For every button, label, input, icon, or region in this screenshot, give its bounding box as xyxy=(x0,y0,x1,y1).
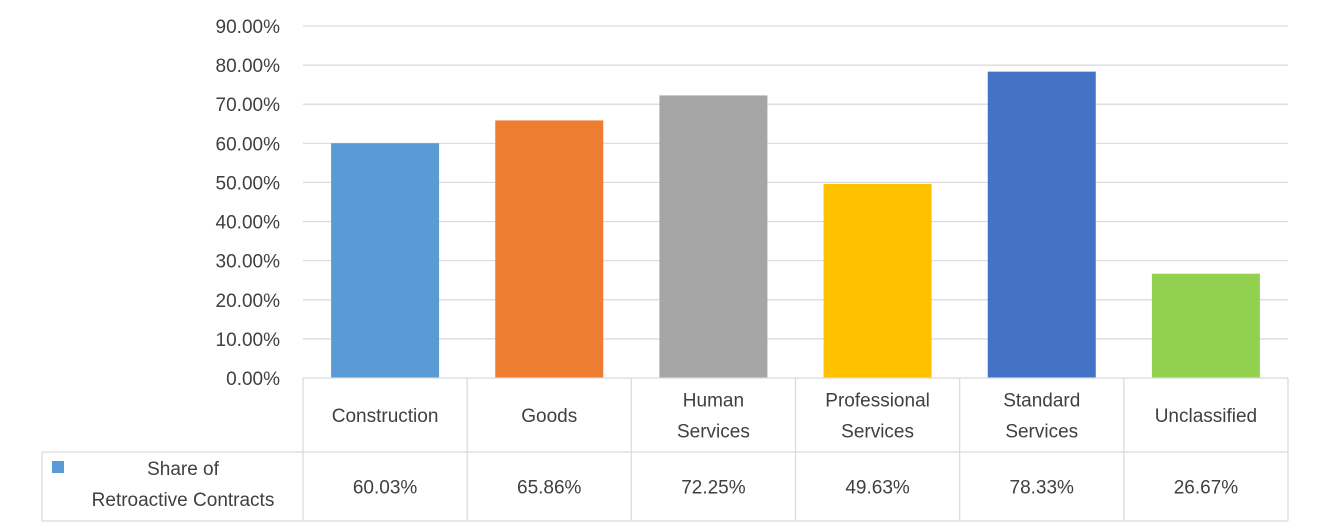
category-label: Unclassified xyxy=(1155,406,1257,427)
bar xyxy=(1151,273,1260,378)
value-label: 26.67% xyxy=(1174,478,1239,499)
value-label: 60.03% xyxy=(353,478,418,499)
category-label: Professional Services xyxy=(825,391,930,443)
y-tick-label: 40.00% xyxy=(216,213,281,234)
category-label: Standard Services xyxy=(1003,391,1080,443)
bar xyxy=(659,95,768,378)
category-label: Human Services xyxy=(677,391,750,443)
value-label: 78.33% xyxy=(1010,478,1075,499)
bars xyxy=(331,71,1260,379)
y-tick-label: 90.00% xyxy=(216,17,281,38)
category-label: Construction xyxy=(332,406,439,427)
bar xyxy=(987,71,1096,378)
y-tick-label: 0.00% xyxy=(226,369,280,390)
y-tick-label: 30.00% xyxy=(216,252,281,273)
y-tick-label: 50.00% xyxy=(216,173,281,194)
y-tick-label: 80.00% xyxy=(216,56,281,77)
legend-key xyxy=(52,461,64,473)
series-name: Share of Retroactive Contracts xyxy=(92,459,275,511)
bar xyxy=(495,120,604,379)
y-tick-label: 20.00% xyxy=(216,291,281,312)
y-axis: 0.00% 10.00% 20.00% 30.00% 40.00% 50.00% 60.00… xyxy=(216,17,281,390)
category-label: Goods xyxy=(521,406,577,427)
y-tick-label: 70.00% xyxy=(216,95,281,116)
y-tick-label: 10.00% xyxy=(216,330,281,351)
y-tick-label: 60.00% xyxy=(216,134,281,155)
value-label: 72.25% xyxy=(681,478,746,499)
gridlines xyxy=(303,25,1288,340)
data-table: Construction Goods Human Services Profession… xyxy=(41,377,1289,522)
bar xyxy=(331,143,440,378)
value-label: 65.86% xyxy=(517,478,582,499)
bar xyxy=(823,183,932,378)
value-label: 49.63% xyxy=(845,478,910,499)
